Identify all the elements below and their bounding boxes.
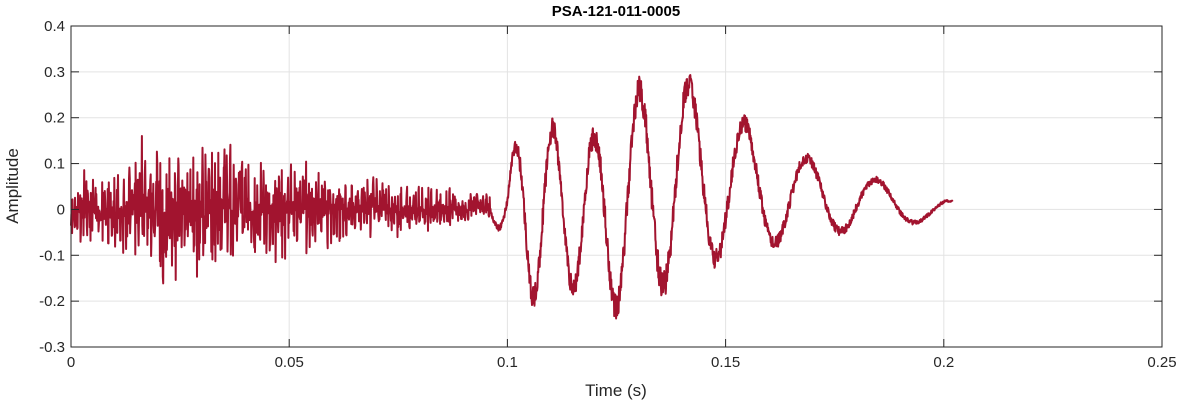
- y-tick-label: -0.3: [39, 339, 65, 356]
- y-tick-label: 0.4: [44, 18, 65, 35]
- x-tick-label: 0.15: [711, 354, 740, 371]
- axes: 0 0.05 0.1 0.15 0.2 0.25 -0.3 -0.2 -0.1 0 0.1 0.2 0.…: [39, 18, 1176, 371]
- y-tick-label: 0.2: [44, 110, 65, 127]
- y-tick-label: -0.2: [39, 293, 65, 310]
- y-tick-label: -0.1: [39, 247, 65, 264]
- y-axis-label: Amplitude: [3, 148, 22, 224]
- y-tick-label: 0: [57, 201, 65, 218]
- chart-title: PSA-121-011-0005: [552, 3, 680, 20]
- y-tick-label: 0.3: [44, 64, 65, 81]
- signal-line: [70, 74, 954, 320]
- plot-frame: [70, 25, 1163, 348]
- x-tick-label: 0: [67, 354, 75, 371]
- x-tick-label: 0.2: [933, 354, 954, 371]
- x-tick-label: 0.1: [497, 354, 518, 371]
- x-tick-label: 0.05: [275, 354, 304, 371]
- y-tick-label: 0.1: [44, 156, 65, 173]
- x-tick-label: 0.25: [1147, 354, 1176, 371]
- series-layer: [70, 74, 954, 320]
- x-axis-label: Time (s): [585, 381, 647, 400]
